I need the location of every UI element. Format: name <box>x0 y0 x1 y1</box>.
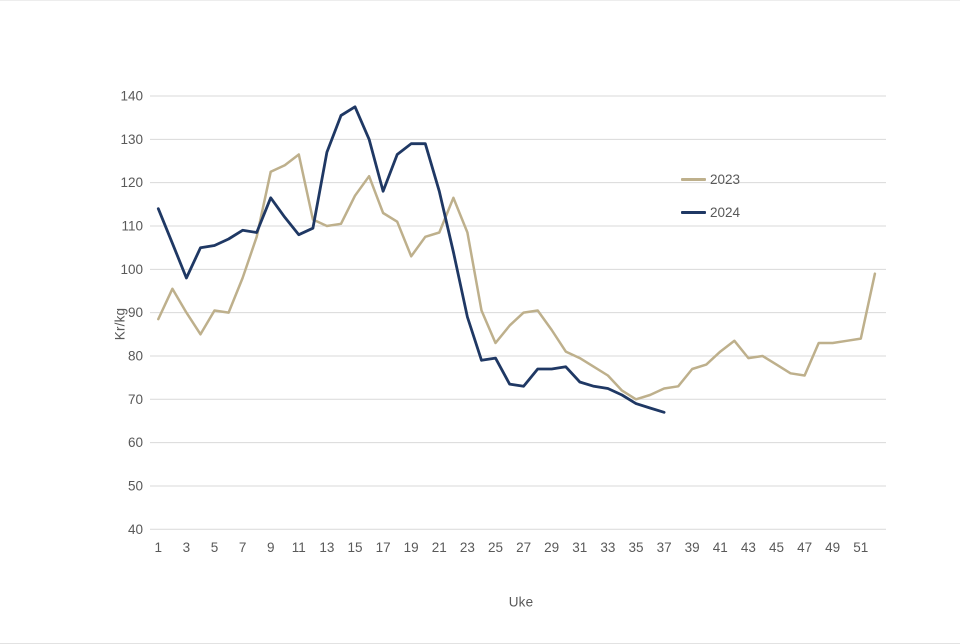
x-tick-label-9: 9 <box>267 540 275 555</box>
x-tick-label-35: 35 <box>628 540 643 555</box>
series-line-2024 <box>156 105 666 414</box>
x-tick-label-37: 37 <box>657 540 672 555</box>
x-tick-label-39: 39 <box>685 540 700 555</box>
x-tick-label-49: 49 <box>825 540 840 555</box>
x-tick-label-7: 7 <box>239 540 247 555</box>
x-tick-label-25: 25 <box>488 540 503 555</box>
legend-swatch-2024 <box>681 210 706 214</box>
x-axis-title: Uke <box>508 594 534 610</box>
x-tick-label-41: 41 <box>713 540 728 555</box>
y-tick-label-120: 120 <box>120 175 143 190</box>
legend-label-2023: 2023 <box>710 171 741 187</box>
x-tick-label-3: 3 <box>183 540 191 555</box>
x-tick-label-45: 45 <box>769 540 784 555</box>
x-tick-label-31: 31 <box>572 540 587 555</box>
x-tick-label-11: 11 <box>292 540 306 555</box>
x-tick-label-29: 29 <box>544 540 559 555</box>
legend-item-2023: 2023 <box>681 169 740 189</box>
x-tick-label-51: 51 <box>853 540 868 555</box>
legend-label-2024: 2024 <box>710 204 741 220</box>
x-tick-label-1: 1 <box>155 540 163 555</box>
y-tick-label-140: 140 <box>120 89 143 104</box>
x-tick-label-19: 19 <box>404 540 419 555</box>
x-tick-label-47: 47 <box>797 540 812 555</box>
legend-item-2024: 2024 <box>681 202 740 222</box>
y-tick-label-40: 40 <box>128 522 143 537</box>
legend-swatch-2023 <box>681 177 706 181</box>
y-tick-label-60: 60 <box>128 435 143 450</box>
y-tick-label-100: 100 <box>120 262 143 277</box>
x-tick-label-33: 33 <box>600 540 615 555</box>
y-tick-label-130: 130 <box>120 132 143 147</box>
x-tick-label-43: 43 <box>741 540 756 555</box>
x-tick-label-21: 21 <box>432 540 447 555</box>
x-tick-label-23: 23 <box>460 540 475 555</box>
y-tick-label-70: 70 <box>128 392 143 407</box>
x-tick-label-27: 27 <box>516 540 531 555</box>
chart-legend: 2023 2024 <box>681 169 740 222</box>
y-tick-label-110: 110 <box>121 218 143 233</box>
x-tick-label-5: 5 <box>211 540 219 555</box>
y-tick-label-90: 90 <box>128 305 143 320</box>
y-tick-label-50: 50 <box>128 478 143 493</box>
y-tick-label-80: 80 <box>128 348 143 363</box>
series-line-2023 <box>157 153 877 401</box>
x-tick-label-13: 13 <box>319 540 334 555</box>
x-tick-label-17: 17 <box>376 540 391 555</box>
x-tick-label-15: 15 <box>347 540 362 555</box>
y-axis-title: Kr/kg <box>112 307 128 341</box>
